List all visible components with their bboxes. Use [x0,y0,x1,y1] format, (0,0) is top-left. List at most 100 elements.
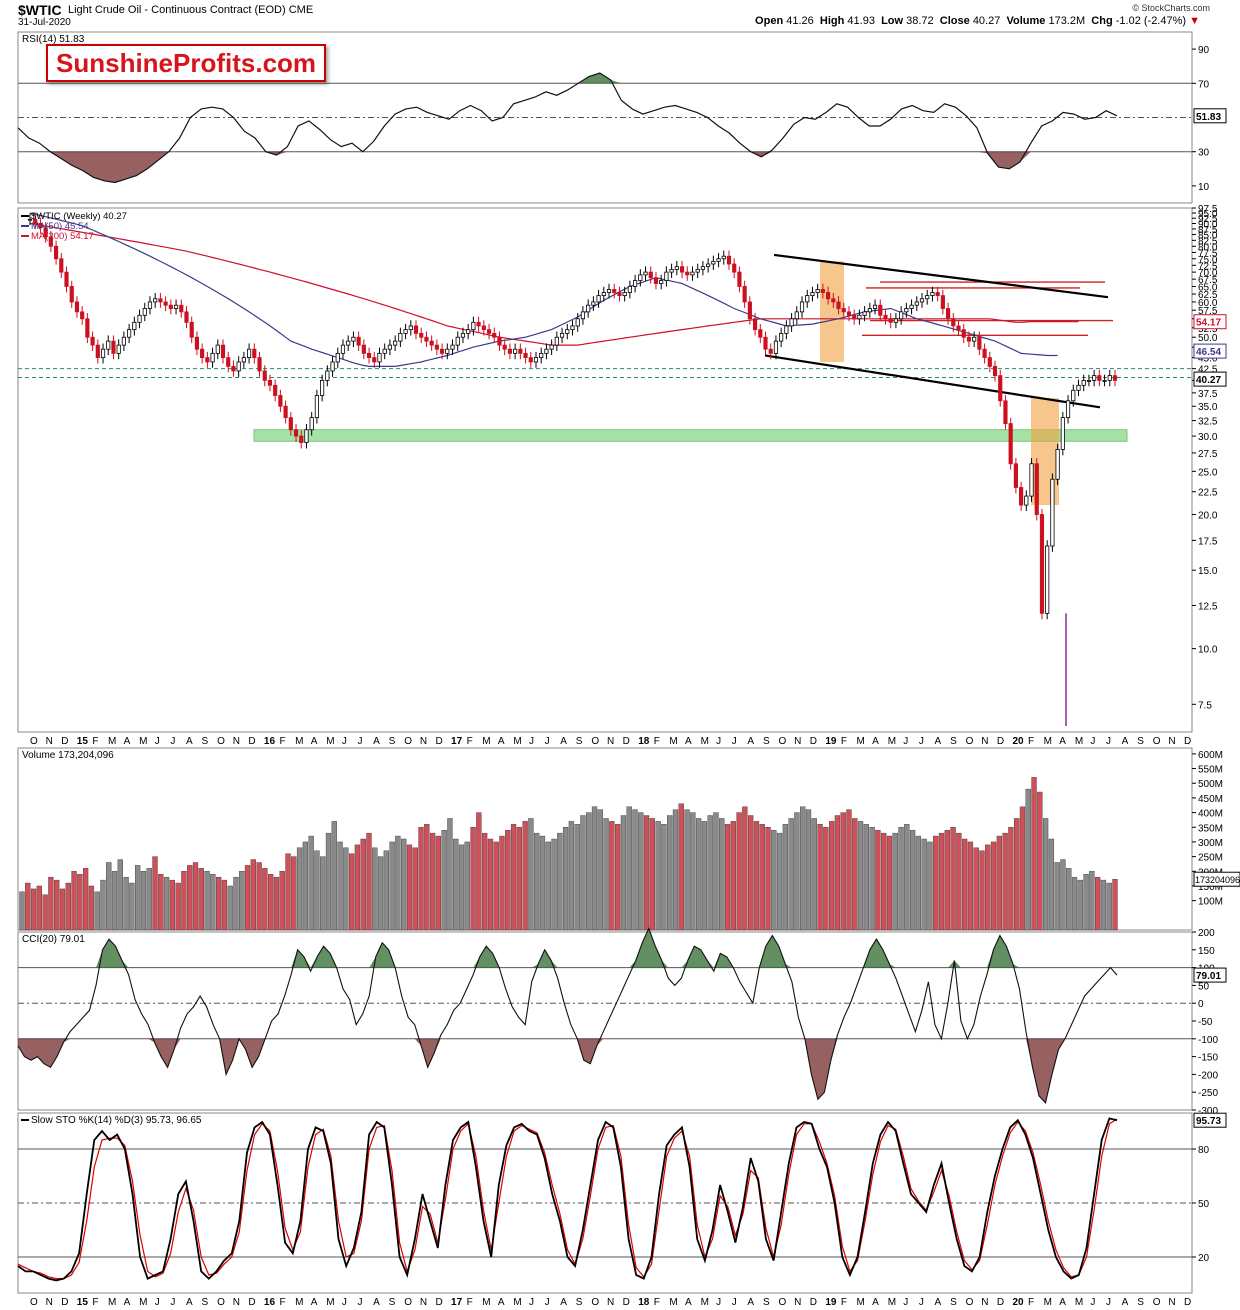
volume-bar [395,835,401,931]
x-axis-label-bottom: A [1059,1297,1066,1308]
x-axis-label: M [857,736,865,747]
y-tick-label: 57.5 [1198,306,1218,317]
candle-body [419,332,424,338]
volume-bar [447,818,453,931]
y-tick-label: 85.0 [1198,231,1218,242]
x-axis-label-bottom: F [1028,1297,1034,1308]
volume-bar [817,824,823,931]
x-axis-label: J [919,736,924,747]
x-axis-label-bottom: M [295,1297,303,1308]
x-axis-label-bottom: O [217,1297,225,1308]
candle-body [1102,380,1107,382]
volume-bar [719,818,725,931]
y-tick-label: 12.5 [1198,601,1218,612]
candle-body [1013,463,1018,488]
x-axis-label-bottom: S [1137,1297,1144,1308]
volume-bar [152,856,158,931]
candle-body [899,311,904,320]
volume-bar [227,885,233,931]
volume-bar [973,847,979,931]
x-axis-label: N [1168,736,1175,747]
y-tick-label: 30.0 [1198,432,1218,443]
volume-bar [100,879,106,931]
volume-bar [435,835,442,931]
candle-body [48,236,53,247]
volume-bar [215,876,222,931]
candle-body [147,301,153,309]
volume-bar [314,850,320,931]
candle-body [982,348,987,359]
volume-bar [840,812,846,931]
y-tick-label: 30 [1198,148,1210,159]
exchange: CME [288,4,314,16]
x-axis-label: A [1122,736,1129,747]
volume-bar [869,827,875,931]
candle-body [742,286,747,303]
candle-body [565,329,570,334]
y-tick-label: 150 [1198,946,1215,957]
watermark-logo: SunshineProfits.com [46,44,327,82]
value-tag [1193,343,1227,359]
ma50-line [29,212,1058,367]
volume-bar [476,812,482,931]
candle-body [95,344,100,359]
cci-line [17,926,1118,1105]
volume-bar [990,841,997,931]
volume-bar [77,874,83,931]
volume-bar [730,821,736,931]
x-axis-label-bottom: N [1168,1297,1175,1308]
volume-bar [545,841,551,931]
volume-bar [1060,859,1066,931]
volume-bar [522,821,528,931]
volume-bar [505,829,511,931]
volume-bar [615,824,621,931]
volume-bar [71,871,77,931]
volume-bar [429,832,436,931]
volume-bar [834,815,841,931]
candle-body [1008,423,1013,465]
volume-bar [406,844,413,931]
candle-body [972,336,977,342]
value-tag-label: 54.17 [1196,318,1221,329]
volume-bar [875,829,881,931]
x-axis-label-bottom: J [529,1297,534,1308]
y-tick-label: 50.0 [1198,333,1218,344]
volume-bar [325,832,332,931]
volume-bar [690,812,696,931]
x-axis-label-bottom: A [1122,1297,1129,1308]
candle-body [111,340,116,354]
candle-body [956,325,961,331]
volume-bar [852,818,858,931]
x-axis-label: O [30,736,38,747]
volume-bar [19,891,25,931]
candle-body [241,357,246,363]
candle-body [758,329,763,338]
candle-body [1060,417,1065,450]
x-axis-label-bottom: J [1106,1297,1111,1308]
x-axis-label-bottom: N [607,1297,614,1308]
volume-bar [672,809,679,931]
x-axis-label: A [934,736,941,747]
candle-body [794,311,799,320]
x-axis-label-bottom: N [46,1297,53,1308]
volume-bar [1031,777,1037,931]
value-tag-label: 46.54 [1196,347,1221,358]
y-tick-label: 0 [1198,999,1204,1010]
x-axis-label: M [295,736,303,747]
x-axis-label: S [1137,736,1144,747]
volume-bar [915,835,922,931]
volume-bar [59,888,66,931]
volume-bar [441,829,447,931]
volume-bar [800,806,806,931]
x-axis-label-bottom: S [950,1297,957,1308]
volume-bar [1008,827,1014,931]
x-axis-label-bottom: A [311,1297,318,1308]
x-axis-label-bottom: F [467,1297,473,1308]
candle-body [309,417,314,431]
ticker-symbol: $WTIC [18,2,62,18]
x-axis-label-bottom: O [404,1297,412,1308]
y-tick-label: -50 [1198,1017,1213,1028]
change-label: Chg [1091,15,1113,27]
volume-bar [181,871,187,931]
volume-bar [482,832,488,931]
